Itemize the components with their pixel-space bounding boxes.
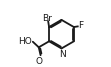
Text: F: F (78, 21, 83, 30)
Text: Br: Br (42, 14, 52, 23)
Text: HO: HO (18, 37, 32, 46)
Text: N: N (59, 50, 65, 59)
Text: O: O (36, 57, 43, 66)
